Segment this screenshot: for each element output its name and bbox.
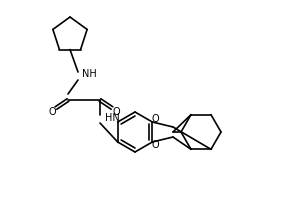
Text: O: O (48, 107, 56, 117)
Text: NH: NH (82, 69, 97, 79)
Text: O: O (112, 107, 120, 117)
Text: O: O (152, 114, 159, 124)
Text: O: O (152, 140, 159, 150)
Text: HN: HN (105, 113, 120, 123)
